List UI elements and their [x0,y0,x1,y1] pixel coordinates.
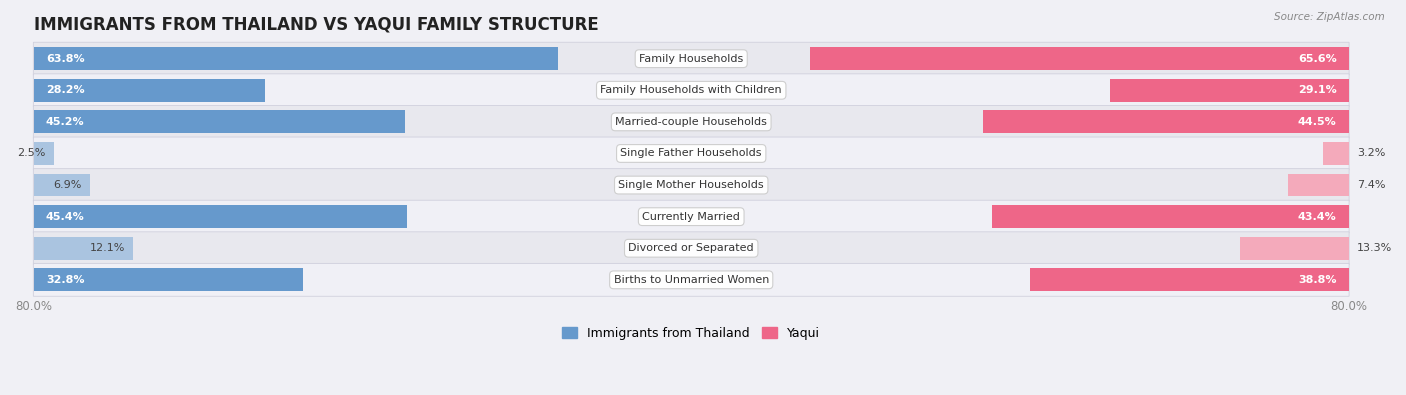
FancyBboxPatch shape [34,105,1350,138]
Text: 38.8%: 38.8% [1298,275,1337,285]
FancyBboxPatch shape [34,263,1350,296]
Text: Family Households: Family Households [640,54,744,64]
FancyBboxPatch shape [34,169,1350,201]
Legend: Immigrants from Thailand, Yaqui: Immigrants from Thailand, Yaqui [557,322,825,345]
Text: 6.9%: 6.9% [53,180,82,190]
Text: IMMIGRANTS FROM THAILAND VS YAQUI FAMILY STRUCTURE: IMMIGRANTS FROM THAILAND VS YAQUI FAMILY… [34,15,598,33]
Text: Married-couple Households: Married-couple Households [616,117,768,127]
Text: 45.2%: 45.2% [46,117,84,127]
FancyBboxPatch shape [34,74,1350,107]
Text: 65.6%: 65.6% [1298,54,1337,64]
Text: 29.1%: 29.1% [1298,85,1337,95]
Text: 63.8%: 63.8% [46,54,84,64]
Text: 43.4%: 43.4% [1298,212,1337,222]
Text: 28.2%: 28.2% [46,85,84,95]
Text: 13.3%: 13.3% [1357,243,1392,253]
FancyBboxPatch shape [34,232,1350,265]
Text: 44.5%: 44.5% [1298,117,1337,127]
Text: 3.2%: 3.2% [1357,149,1385,158]
Text: Source: ZipAtlas.com: Source: ZipAtlas.com [1274,12,1385,22]
Text: 45.4%: 45.4% [46,212,84,222]
Text: Divorced or Separated: Divorced or Separated [628,243,754,253]
FancyBboxPatch shape [34,137,1350,170]
Text: Births to Unmarried Women: Births to Unmarried Women [613,275,769,285]
Text: Family Households with Children: Family Households with Children [600,85,782,95]
Text: Currently Married: Currently Married [643,212,740,222]
Text: 12.1%: 12.1% [90,243,125,253]
FancyBboxPatch shape [34,200,1350,233]
FancyBboxPatch shape [34,42,1350,75]
Text: 2.5%: 2.5% [17,149,46,158]
Text: 7.4%: 7.4% [1357,180,1386,190]
Text: Single Father Households: Single Father Households [620,149,762,158]
Text: Single Mother Households: Single Mother Households [619,180,763,190]
Text: 32.8%: 32.8% [46,275,84,285]
